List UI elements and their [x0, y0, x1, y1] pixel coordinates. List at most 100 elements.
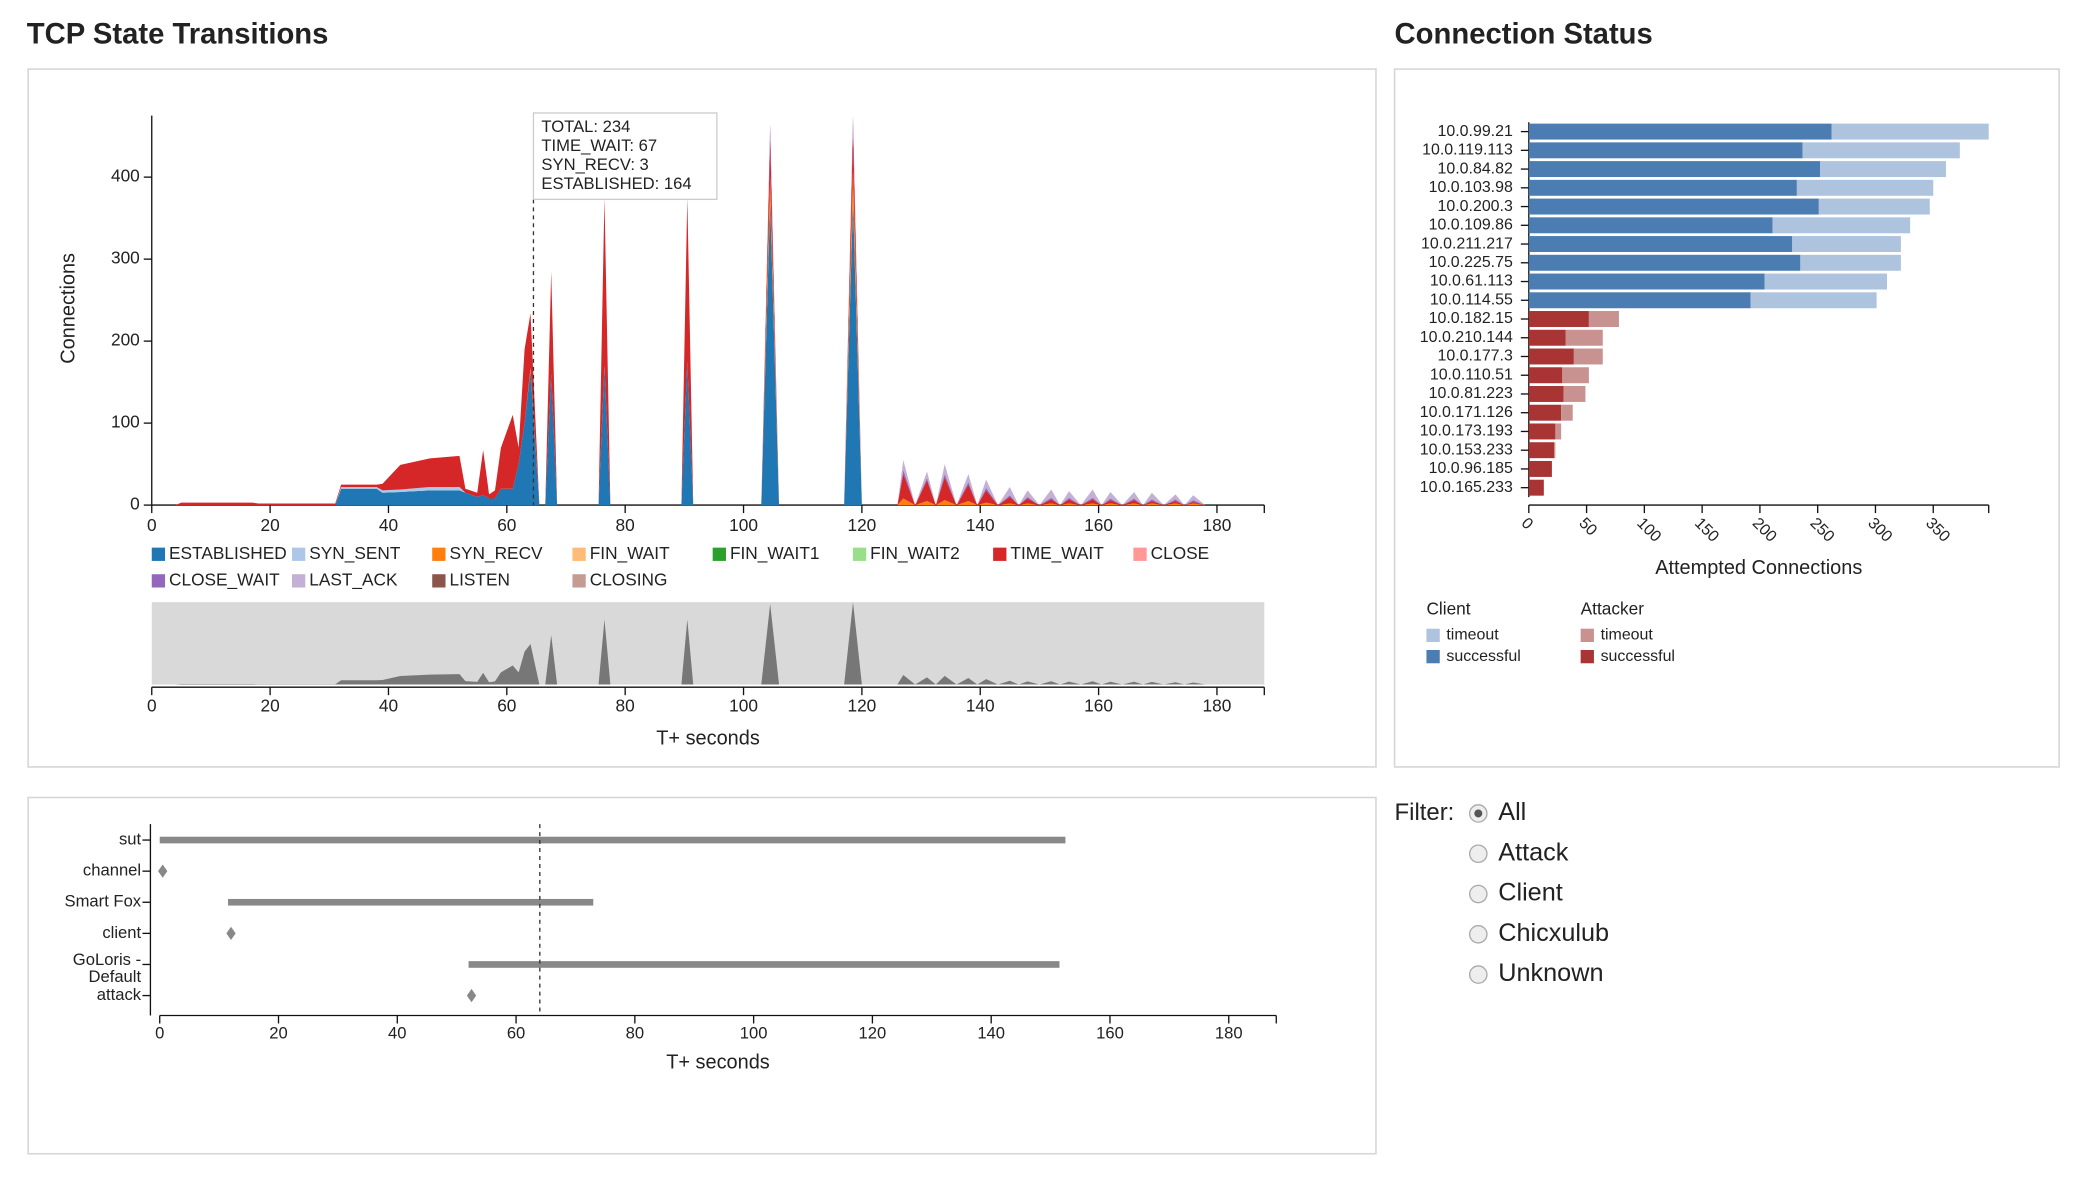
x-axis-label: T+ seconds: [656, 727, 760, 749]
legend-label: successful: [1601, 648, 1675, 665]
legend-label: FIN_WAIT: [590, 543, 670, 563]
legend-swatch: [1426, 649, 1440, 664]
legend-swatch: [1426, 628, 1440, 643]
connection-bar: [1588, 311, 1619, 327]
x-tick-label: 80: [616, 515, 635, 535]
x-tick-label: 0: [155, 1024, 164, 1043]
connection-bar: [1565, 329, 1603, 346]
x-tick-label: 20: [269, 1024, 287, 1043]
brush: [151, 602, 1265, 685]
legend-swatch: [291, 547, 306, 561]
legend-swatch: [151, 547, 166, 561]
y-tick-label: 10.0.165.233: [1420, 479, 1513, 496]
connection-bar: [1528, 254, 1801, 271]
connection-bar: [1563, 385, 1586, 402]
span-bar: [228, 898, 594, 906]
y-tick-label: 10.0.225.75: [1429, 254, 1513, 271]
radio-label[interactable]: Chicxulub: [1498, 919, 1609, 947]
connection-bar: [1555, 423, 1562, 440]
radio-button[interactable]: [1468, 924, 1488, 944]
legend-swatch: [1580, 649, 1594, 664]
event-diamond: [466, 988, 477, 1003]
legend-swatch: [151, 574, 166, 588]
y-tick-label: 300: [111, 248, 140, 268]
connection-bar: [1528, 273, 1765, 290]
radio-label[interactable]: Client: [1498, 879, 1563, 907]
x-tick-label: 40: [388, 1024, 406, 1043]
legend-label: SYN_SENT: [309, 543, 401, 563]
connection-bar: [1750, 292, 1877, 309]
connection-bar: [1792, 236, 1901, 253]
y-tick-label: Default: [88, 967, 141, 986]
radio-label[interactable]: Unknown: [1498, 959, 1603, 987]
connection-bar: [1528, 292, 1751, 309]
legend-swatch: [432, 547, 446, 561]
y-tick-label: 10.0.211.217: [1421, 235, 1513, 252]
legend-label: timeout: [1601, 627, 1654, 644]
radio-option[interactable]: Unknown: [1468, 959, 1604, 987]
legend-swatch: [1580, 628, 1594, 643]
connection-bar: [1819, 161, 1946, 178]
x-tick-label: 120: [847, 515, 876, 535]
radio-option[interactable]: Chicxulub: [1468, 919, 1609, 947]
y-tick-label: 10.0.99.21: [1438, 123, 1513, 140]
context-x-tick-label: 20: [260, 696, 279, 716]
connection-bar: [1802, 142, 1960, 159]
context-x-tick-label: 0: [147, 696, 157, 716]
y-tick-label: 10.0.81.223: [1429, 385, 1513, 402]
span-bar: [159, 836, 1066, 844]
y-tick-label: sut: [119, 829, 142, 848]
connection-bar: [1831, 123, 1989, 140]
connection-bar: [1554, 442, 1556, 459]
radio-label[interactable]: All: [1498, 798, 1526, 826]
connection-bar: [1796, 179, 1934, 196]
connection-bar: [1561, 404, 1573, 421]
y-tick-label: 200: [111, 330, 140, 350]
y-tick-label: 10.0.103.98: [1429, 179, 1513, 196]
tooltip-line: SYN_RECV: 3: [541, 155, 648, 174]
legend-label: SYN_RECV: [449, 543, 543, 563]
legend-label: LAST_ACK: [309, 569, 398, 589]
connection-bar: [1764, 273, 1888, 290]
connection-bar: [1562, 367, 1589, 384]
x-tick-label: 160: [1084, 515, 1113, 535]
radio-button[interactable]: [1468, 884, 1488, 904]
filter-label: Filter:: [1395, 799, 1455, 826]
radio-option[interactable]: Client: [1468, 879, 1563, 907]
context-x-tick-label: 120: [847, 696, 876, 716]
radio-dot: [1474, 809, 1483, 818]
legend-swatch: [1133, 547, 1147, 561]
chart-title: TCP State Transitions: [27, 19, 329, 51]
legend-label: timeout: [1446, 627, 1499, 644]
legend-label: TIME_WAIT: [1010, 543, 1104, 563]
connection-bar: [1528, 348, 1574, 365]
y-tick-label: 10.0.173.193: [1420, 423, 1513, 440]
y-tick-label: 10.0.96.185: [1429, 460, 1513, 477]
legend-swatch: [432, 574, 446, 588]
radio-option[interactable]: All: [1468, 798, 1527, 826]
x-tick-label: 160: [1096, 1024, 1124, 1043]
radio-option[interactable]: Attack: [1468, 838, 1569, 866]
x-tick-label: 100: [740, 1024, 768, 1043]
connection-bar: [1818, 198, 1930, 215]
connection-bar: [1528, 217, 1773, 234]
connection-bar: [1528, 329, 1566, 346]
connection-bar: [1528, 460, 1552, 477]
legend-label: successful: [1446, 648, 1520, 665]
context-x-tick-label: 60: [497, 696, 516, 716]
connection-bar: [1528, 142, 1803, 159]
legend-label: CLOSING: [590, 569, 668, 589]
x-tick-label: 80: [626, 1024, 644, 1043]
legend-label: LISTEN: [449, 569, 509, 589]
x-tick-label: 60: [507, 1024, 525, 1043]
connection-bar: [1528, 442, 1555, 459]
legend-label: ESTABLISHED: [169, 543, 287, 563]
x-tick-label: 180: [1203, 515, 1232, 535]
radio-button[interactable]: [1468, 965, 1488, 984]
y-tick-label: 10.0.61.113: [1430, 273, 1513, 290]
span-bar: [468, 961, 1060, 968]
x-tick-label: 140: [966, 515, 995, 535]
radio-label[interactable]: Attack: [1498, 838, 1569, 866]
y-tick-label: 0: [130, 494, 140, 514]
radio-button[interactable]: [1468, 844, 1488, 864]
